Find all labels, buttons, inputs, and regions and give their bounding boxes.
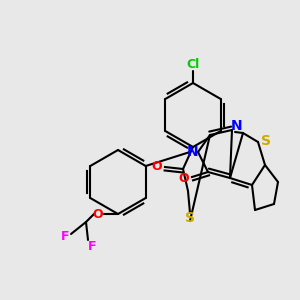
Text: Cl: Cl [186, 58, 200, 71]
Text: N: N [187, 145, 199, 159]
Text: S: S [261, 134, 271, 148]
Text: F: F [61, 230, 69, 242]
Text: S: S [185, 211, 195, 225]
Text: F: F [88, 239, 96, 253]
Text: O: O [152, 160, 162, 173]
Text: O: O [179, 172, 189, 185]
Text: O: O [93, 208, 103, 220]
Text: N: N [231, 119, 243, 133]
